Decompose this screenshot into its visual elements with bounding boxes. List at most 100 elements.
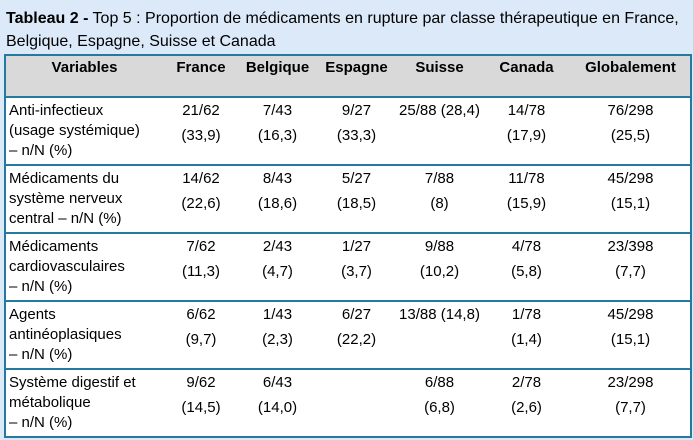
cell-value: 7/88 (424, 170, 455, 187)
cell-percentage: (7,7) (615, 399, 646, 416)
cell-canada: 11/78 (15,9) (482, 165, 571, 234)
cell-espagne: 5/27 (18,5) (316, 165, 397, 234)
cell-percentage: (2,3) (262, 331, 293, 348)
variable-line: (usage systémique) (9, 122, 140, 139)
cell-value: 9/88 (424, 238, 455, 255)
cell-belgique: 1/43 (2,3) (239, 301, 316, 370)
cell-variable: Médicaments cardiovasculaires – n/N (%) (5, 233, 163, 302)
cell-percentage: (18,5) (336, 195, 377, 212)
variable-line: – n/N (%) (9, 142, 73, 159)
variable-line: Médicaments du (9, 170, 120, 187)
cell-value: 6/27 (341, 306, 372, 323)
cell-suisse: 25/88 (28,4) (397, 97, 482, 166)
cell-value: 2/78 (511, 374, 542, 391)
cell-value: 4/78 (511, 238, 542, 255)
cell-percentage: (33,9) (181, 127, 221, 144)
table-caption: Tableau 2 - Top 5 : Proportion de médica… (0, 0, 693, 53)
cell-canada: 2/78 (2,6) (482, 369, 571, 437)
variable-line: Médicaments (9, 238, 99, 255)
cell-value: 1/78 (511, 306, 542, 323)
cell-percentage: (3,7) (341, 263, 372, 280)
cell-value: 6/43 (262, 374, 293, 391)
table-caption-label: Tableau 2 - (6, 10, 89, 27)
column-header-variables: Variables (5, 55, 163, 98)
cell-percentage: (1,4) (511, 331, 542, 348)
header-row: Variables France Belgique Espagne Suisse… (5, 55, 691, 98)
cell-percentage: (9,7) (185, 331, 217, 348)
cell-suisse: 6/88 (6,8) (397, 369, 482, 437)
cell-value: 11/78 (508, 170, 545, 187)
cell-value: 7/62 (186, 238, 216, 255)
cell-france: 7/62 (11,3) (163, 233, 239, 302)
cell-percentage: (8) (430, 195, 449, 212)
cell-canada: 14/78 (17,9) (482, 97, 571, 166)
cell-percentage: (15,1) (610, 331, 651, 348)
variable-line: – n/N (%) (9, 278, 73, 295)
table-row: Système digestif et métabolique – n/N (%… (5, 369, 691, 437)
variable-line: central – n/N (%) (9, 210, 122, 227)
cell-belgique: 8/43 (18,6) (239, 165, 316, 234)
column-header-canada: Canada (482, 55, 571, 98)
cell-value: 6/88 (424, 374, 455, 391)
cell-globalement: 45/298 (15,1) (571, 301, 691, 370)
cell-percentage: (7,7) (615, 263, 646, 280)
variable-line: métabolique (9, 394, 91, 411)
column-header-france: France (163, 55, 239, 98)
cell-france: 14/62 (22,6) (163, 165, 239, 234)
cell-percentage: (25,5) (610, 127, 651, 144)
cell-value: 14/78 (507, 102, 546, 119)
cell-canada: 4/78 (5,8) (482, 233, 571, 302)
cell-suisse: 13/88 (14,8) (397, 301, 482, 370)
cell-globalement: 45/298 (15,1) (571, 165, 691, 234)
data-table: Variables France Belgique Espagne Suisse… (4, 54, 692, 438)
table-caption-text: Top 5 : Proportion de médicaments en rup… (6, 10, 679, 50)
cell-value: 2/43 (262, 238, 293, 255)
cell-belgique: 7/43 (16,3) (239, 97, 316, 166)
cell-espagne: 6/27 (22,2) (316, 301, 397, 370)
cell-percentage: (22,6) (181, 195, 221, 212)
variable-line: Anti-infectieux (9, 102, 104, 119)
cell-value: 9/62 (186, 374, 216, 391)
cell-value: 9/27 (341, 102, 372, 119)
cell-percentage: (4,7) (262, 263, 293, 280)
cell-percentage: (14,5) (181, 399, 221, 416)
cell-variable: Système digestif et métabolique – n/N (%… (5, 369, 163, 437)
cell-value: 21/62 (182, 102, 220, 119)
cell-percentage: (33,3) (336, 127, 377, 144)
cell-percentage: (11,3) (181, 263, 221, 280)
cell-variable: Médicaments du système nerveux central –… (5, 165, 163, 234)
cell-percentage: (22,2) (336, 331, 377, 348)
table-row: Médicaments du système nerveux central –… (5, 165, 691, 234)
cell-variable: Agents antinéoplasiques – n/N (%) (5, 301, 163, 370)
variable-line: – n/N (%) (9, 346, 73, 363)
table-row: Médicaments cardiovasculaires – n/N (%) … (5, 233, 691, 302)
cell-france: 9/62 (14,5) (163, 369, 239, 437)
column-header-belgique: Belgique (239, 55, 316, 98)
cell-percentage: (10,2) (419, 263, 460, 280)
cell-value: 76/298 (607, 102, 654, 119)
variable-line: Système digestif et (9, 374, 136, 391)
cell-belgique: 6/43 (14,0) (239, 369, 316, 437)
cell-value: 14/62 (182, 170, 220, 187)
variable-line: Agents (9, 306, 56, 323)
cell-espagne (316, 369, 397, 437)
cell-variable: Anti-infectieux (usage systémique) – n/N… (5, 97, 163, 166)
cell-percentage: (2,6) (511, 399, 542, 416)
cell-espagne: 9/27 (33,3) (316, 97, 397, 166)
cell-france: 21/62 (33,9) (163, 97, 239, 166)
cell-globalement: 23/398 (7,7) (571, 233, 691, 302)
cell-percentage: (5,8) (511, 263, 542, 280)
cell-percentage: (18,6) (257, 195, 298, 212)
cell-value: 23/298 (607, 374, 654, 391)
cell-value: 13/88 (14,8) (399, 306, 480, 323)
cell-value: 1/27 (341, 238, 372, 255)
cell-value: 1/43 (262, 306, 293, 323)
column-header-espagne: Espagne (316, 55, 397, 98)
cell-percentage: (6,8) (424, 399, 455, 416)
cell-value: 5/27 (341, 170, 372, 187)
cell-value: 45/298 (607, 170, 654, 187)
variable-line: antinéoplasiques (9, 326, 122, 343)
cell-suisse: 9/88 (10,2) (397, 233, 482, 302)
cell-france: 6/62 (9,7) (163, 301, 239, 370)
cell-value: 45/298 (607, 306, 654, 323)
